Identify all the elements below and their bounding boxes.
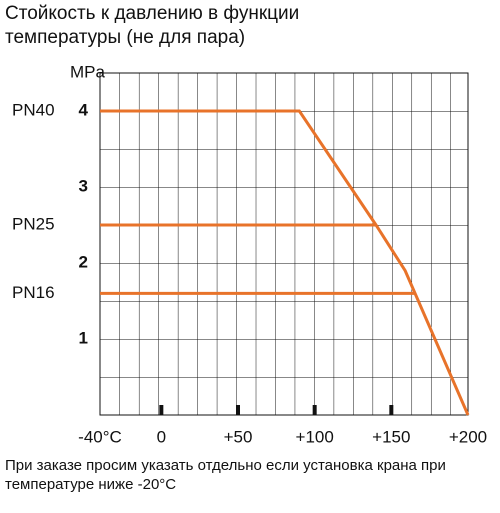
series-label: PN16: [12, 283, 55, 302]
series-label: PN40: [12, 100, 55, 119]
y-tick-label: 2: [79, 252, 88, 271]
x-tick-mark: [389, 405, 394, 415]
x-tick-mark: [236, 405, 240, 415]
y-tick-label: 3: [79, 176, 88, 195]
series-label: PN25: [12, 214, 55, 233]
chart-title: Стойкость к давлению в функции температу…: [5, 3, 300, 48]
x-tick-label: +150: [372, 427, 410, 446]
x-tick-label: +100: [296, 427, 334, 446]
y-axis-label: MPa: [70, 62, 106, 81]
x-tick-label: 0: [157, 427, 166, 446]
x-tick-label: -40°C: [78, 427, 122, 446]
footnote: При заказе просим указать отдельно если …: [5, 457, 446, 493]
x-tick-mark: [159, 405, 164, 415]
grid: [99, 72, 469, 416]
x-tick-mark: [312, 405, 317, 415]
x-tick-label: +50: [224, 427, 253, 446]
x-tick-label: +200: [449, 427, 487, 446]
y-tick-label: 4: [79, 100, 89, 119]
y-tick-label: 1: [79, 328, 88, 347]
